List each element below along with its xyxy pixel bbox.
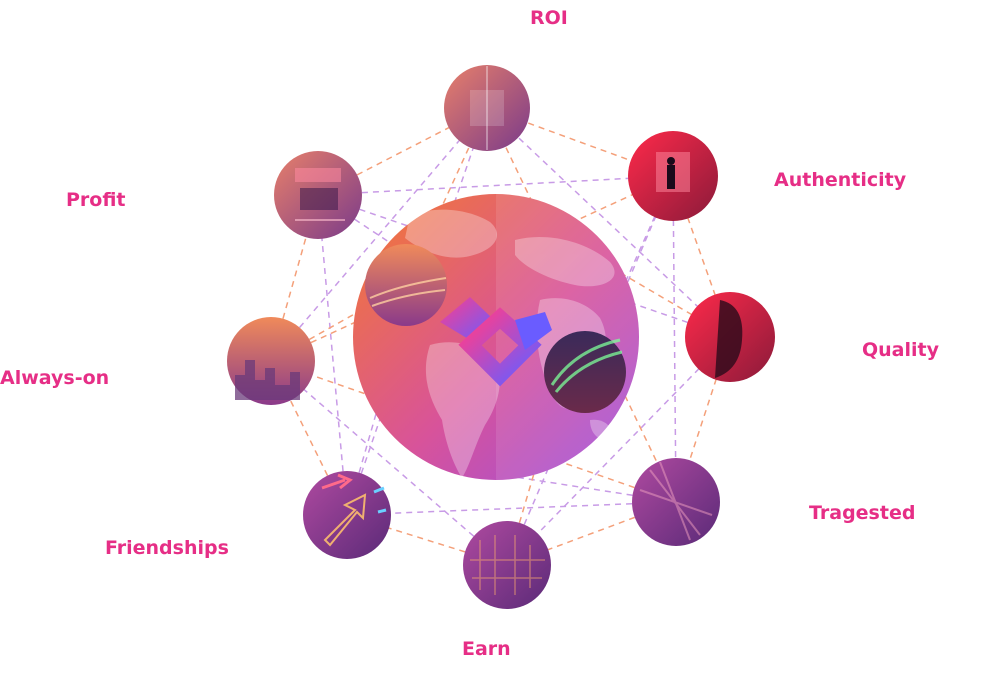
- aurora-streaks: [550, 338, 623, 393]
- node-targeted: [632, 458, 720, 546]
- connection-line: [672, 175, 677, 503]
- connection-line: [317, 194, 348, 516]
- node-earn: [463, 521, 551, 609]
- connection-line: [317, 194, 731, 338]
- label-authenticity: Authenticity: [774, 169, 907, 191]
- node-roi: [444, 65, 530, 151]
- brand-logo-icon: [440, 297, 552, 387]
- connection-line: [317, 175, 674, 196]
- label-earn: Earn: [462, 638, 511, 660]
- highway-streaks: [369, 277, 447, 307]
- node-authenticity: [628, 131, 718, 221]
- label-always-on: Always-on: [0, 367, 110, 389]
- label-quality: Quality: [862, 339, 939, 361]
- outer-nodes: [227, 65, 775, 609]
- label-profit: Profit: [66, 189, 126, 211]
- connection-line: [506, 501, 677, 566]
- connection-line: [486, 107, 731, 338]
- label-friendships: Friendships: [105, 537, 229, 559]
- connection-line: [506, 336, 731, 566]
- node-friendships: [303, 471, 391, 559]
- connection-line: [346, 501, 677, 516]
- node-always-on: [227, 317, 315, 405]
- globe: [353, 194, 639, 480]
- connection-line: [270, 360, 508, 566]
- connection-line: [270, 107, 488, 362]
- node-quality: [685, 292, 775, 382]
- label-roi: ROI: [530, 7, 568, 29]
- label-targeted: Tragested: [809, 502, 916, 524]
- connection-line: [346, 399, 381, 516]
- node-profit: [274, 151, 362, 239]
- connection-line: [486, 107, 677, 503]
- connection-line: [346, 107, 488, 516]
- globe-photo-aurora: [544, 331, 626, 413]
